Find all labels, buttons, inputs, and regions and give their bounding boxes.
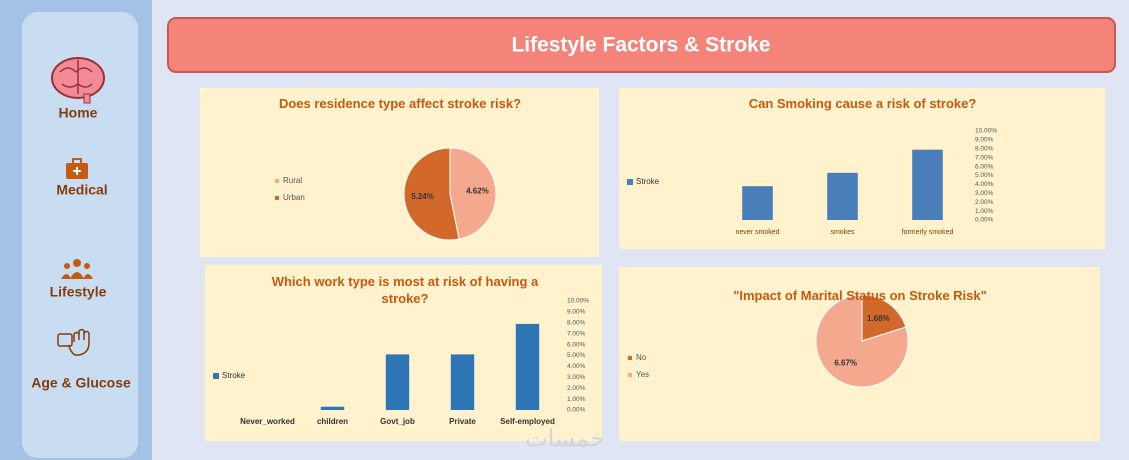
bar (742, 186, 773, 220)
chart-title: Does residence type affect stroke risk? (278, 96, 522, 111)
y-tick-label: 0.00% (567, 407, 586, 414)
pie-slice (449, 147, 497, 240)
bar (515, 323, 540, 410)
header-title: Lifestyle Factors & Stroke (511, 34, 770, 57)
watermark: خمسات (525, 425, 605, 452)
legend-label: Rural (283, 176, 302, 185)
brain-icon (51, 57, 105, 104)
y-tick-label: 9.00% (975, 137, 994, 144)
bar (385, 354, 410, 410)
header-banner (167, 17, 1116, 73)
legend-swatch (275, 179, 279, 183)
y-tick-label: 6.00% (567, 341, 586, 348)
y-tick-label: 7.00% (975, 154, 994, 161)
y-tick-label: 10.00% (567, 298, 589, 305)
data-label: 6.67% (834, 358, 857, 367)
data-label: 5.24% (411, 192, 434, 201)
bar (827, 172, 858, 220)
x-tick-label: Self-employed (500, 417, 555, 426)
y-tick-label: 4.00% (975, 181, 994, 188)
nav-item[interactable]: Age & Glucose (31, 375, 131, 391)
y-tick-label: 8.00% (975, 146, 994, 153)
panel (619, 88, 1105, 249)
y-tick-label: 7.00% (567, 330, 586, 337)
chart-title: Can Smoking cause a risk of stroke? (748, 96, 977, 111)
x-tick-label: smokes (830, 229, 855, 236)
x-tick-label: Govt_job (380, 417, 415, 426)
people-icon (61, 259, 93, 279)
legend-label: Urban (283, 193, 305, 202)
nav-item[interactable]: Lifestyle (50, 284, 107, 300)
y-tick-label: 0.00% (975, 217, 994, 224)
glucose-icon (57, 328, 90, 356)
medical-icon (66, 158, 88, 179)
x-tick-label: Private (449, 417, 476, 426)
legend-swatch (628, 356, 632, 360)
sidebar (22, 12, 138, 458)
chart-title: "Impact of Marital Status on Stroke Risk… (733, 288, 987, 303)
legend-swatch (628, 373, 632, 377)
legend-label: No (636, 353, 647, 362)
y-tick-label: 6.00% (975, 163, 994, 170)
y-tick-label: 2.00% (975, 199, 994, 206)
bar (912, 149, 943, 220)
chart-title: Which work type is most at risk of havin… (271, 274, 539, 306)
y-tick-label: 5.00% (567, 352, 586, 359)
panel (200, 88, 599, 257)
data-label: 4.62% (466, 186, 489, 195)
y-tick-label: 10.00% (975, 128, 997, 135)
x-tick-label: never smoked (736, 229, 780, 236)
y-tick-label: 3.00% (567, 374, 586, 381)
legend-label: Yes (636, 370, 649, 379)
y-tick-label: 5.00% (975, 172, 994, 179)
nav-item[interactable]: Home (59, 105, 98, 121)
legend-swatch (213, 373, 219, 379)
legend-label: Stroke (636, 177, 660, 186)
y-tick-label: 8.00% (567, 320, 586, 327)
legend-swatch (627, 179, 633, 185)
pie-slice (403, 147, 460, 241)
pie-slice (861, 294, 907, 342)
legend-swatch (275, 196, 279, 200)
x-tick-label: formerly smoked (902, 229, 954, 236)
y-tick-label: 1.00% (975, 208, 994, 215)
legend-label: Stroke (222, 371, 246, 380)
bar (320, 406, 345, 410)
nav-item[interactable]: Medical (56, 182, 107, 198)
pie-slice (815, 294, 909, 388)
y-tick-label: 1.00% (567, 396, 586, 403)
y-tick-label: 3.00% (975, 190, 994, 197)
x-tick-label: Never_worked (240, 417, 295, 426)
data-label: 1.68% (867, 314, 890, 323)
y-tick-label: 9.00% (567, 309, 586, 316)
x-tick-label: children (317, 417, 348, 426)
y-tick-label: 4.00% (567, 363, 586, 370)
bar (450, 354, 475, 410)
y-tick-label: 2.00% (567, 385, 586, 392)
